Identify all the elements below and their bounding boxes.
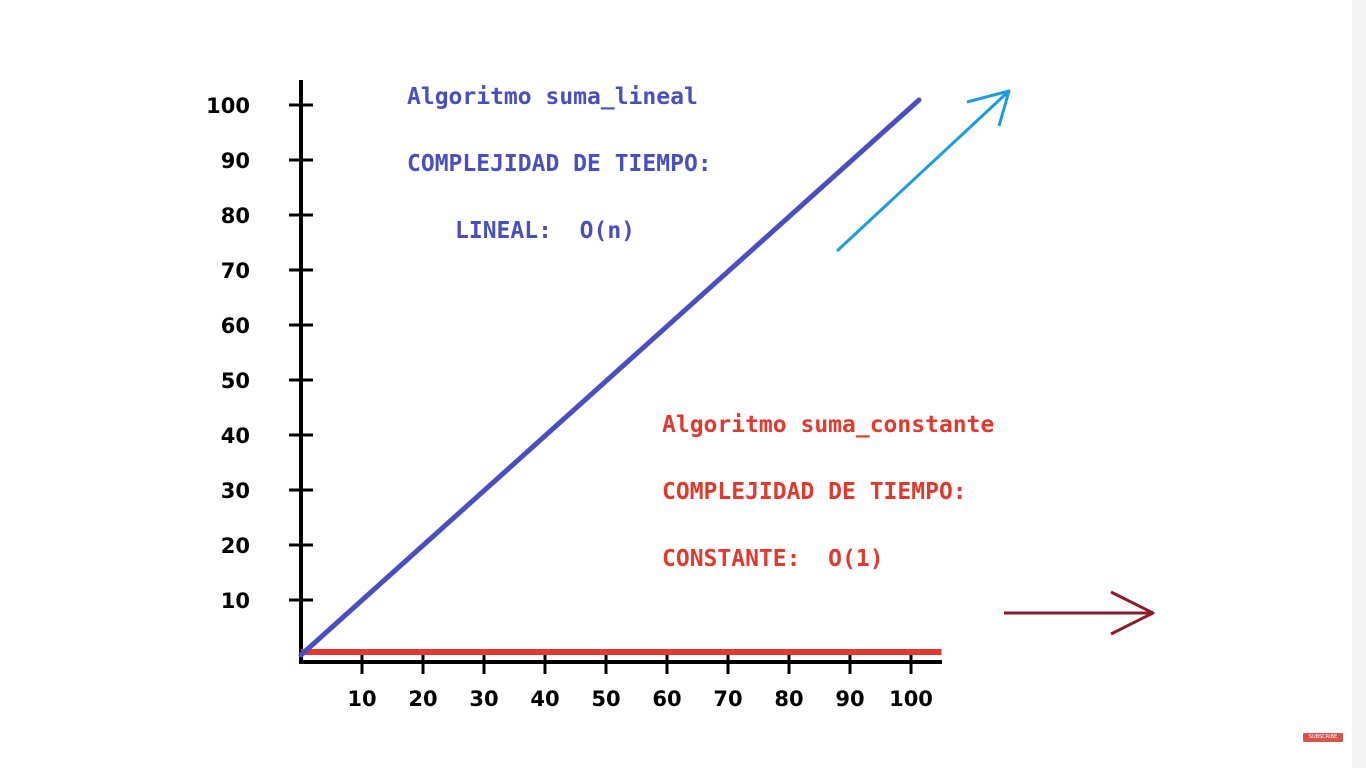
ticks: 10 20 30 40 50 60 70 80 90 100 10 20 30 40 50 60 70 80 90 1… (206, 94, 933, 711)
constant-complexity-heading: COMPLEJIDAD DE TIEMPO: (662, 479, 967, 505)
x-tick-label: 40 (530, 687, 559, 711)
subscribe-button[interactable]: SUBSCRIBE (1303, 733, 1343, 742)
y-tick-label: 70 (221, 259, 250, 283)
x-tick-label: 80 (774, 687, 803, 711)
y-tick-label: 10 (221, 589, 250, 613)
x-tick-label: 90 (835, 687, 864, 711)
constant-complexity-value: CONSTANTE: O(1) (662, 546, 884, 572)
arrows (835, 89, 1155, 636)
x-tick-label: 70 (713, 687, 742, 711)
linear-algorithm-title: Algoritmo suma_lineal (407, 84, 698, 110)
y-tick-label: 60 (221, 314, 250, 338)
linear-complexity-heading: COMPLEJIDAD DE TIEMPO: (407, 151, 712, 177)
y-tick-label: 30 (221, 479, 250, 503)
series (298, 97, 942, 658)
x-tick-label: 50 (591, 687, 620, 711)
x-tick-label: 10 (347, 687, 376, 711)
axes (299, 80, 942, 664)
linear-growth-arrow-head (966, 89, 1011, 127)
x-tick-label: 20 (408, 687, 437, 711)
linear-complexity-value: LINEAL: O(n) (455, 218, 636, 244)
y-tick-label: 80 (221, 204, 250, 228)
y-tick-label: 100 (206, 94, 250, 118)
y-tick-label: 40 (221, 424, 250, 448)
y-tick-label: 90 (221, 149, 250, 173)
constant-algorithm-title: Algoritmo suma_constante (662, 412, 995, 438)
series-line-linear (298, 97, 922, 658)
y-tick-label: 20 (221, 534, 250, 558)
y-tick-label: 50 (221, 369, 250, 393)
x-tick-label: 60 (652, 687, 681, 711)
video-edge-strip (1352, 0, 1366, 768)
x-tick-label: 30 (469, 687, 498, 711)
linear-growth-arrow-shaft (835, 89, 1011, 253)
x-tick-label: 100 (889, 687, 933, 711)
constant-growth-arrow-head (1110, 590, 1155, 636)
